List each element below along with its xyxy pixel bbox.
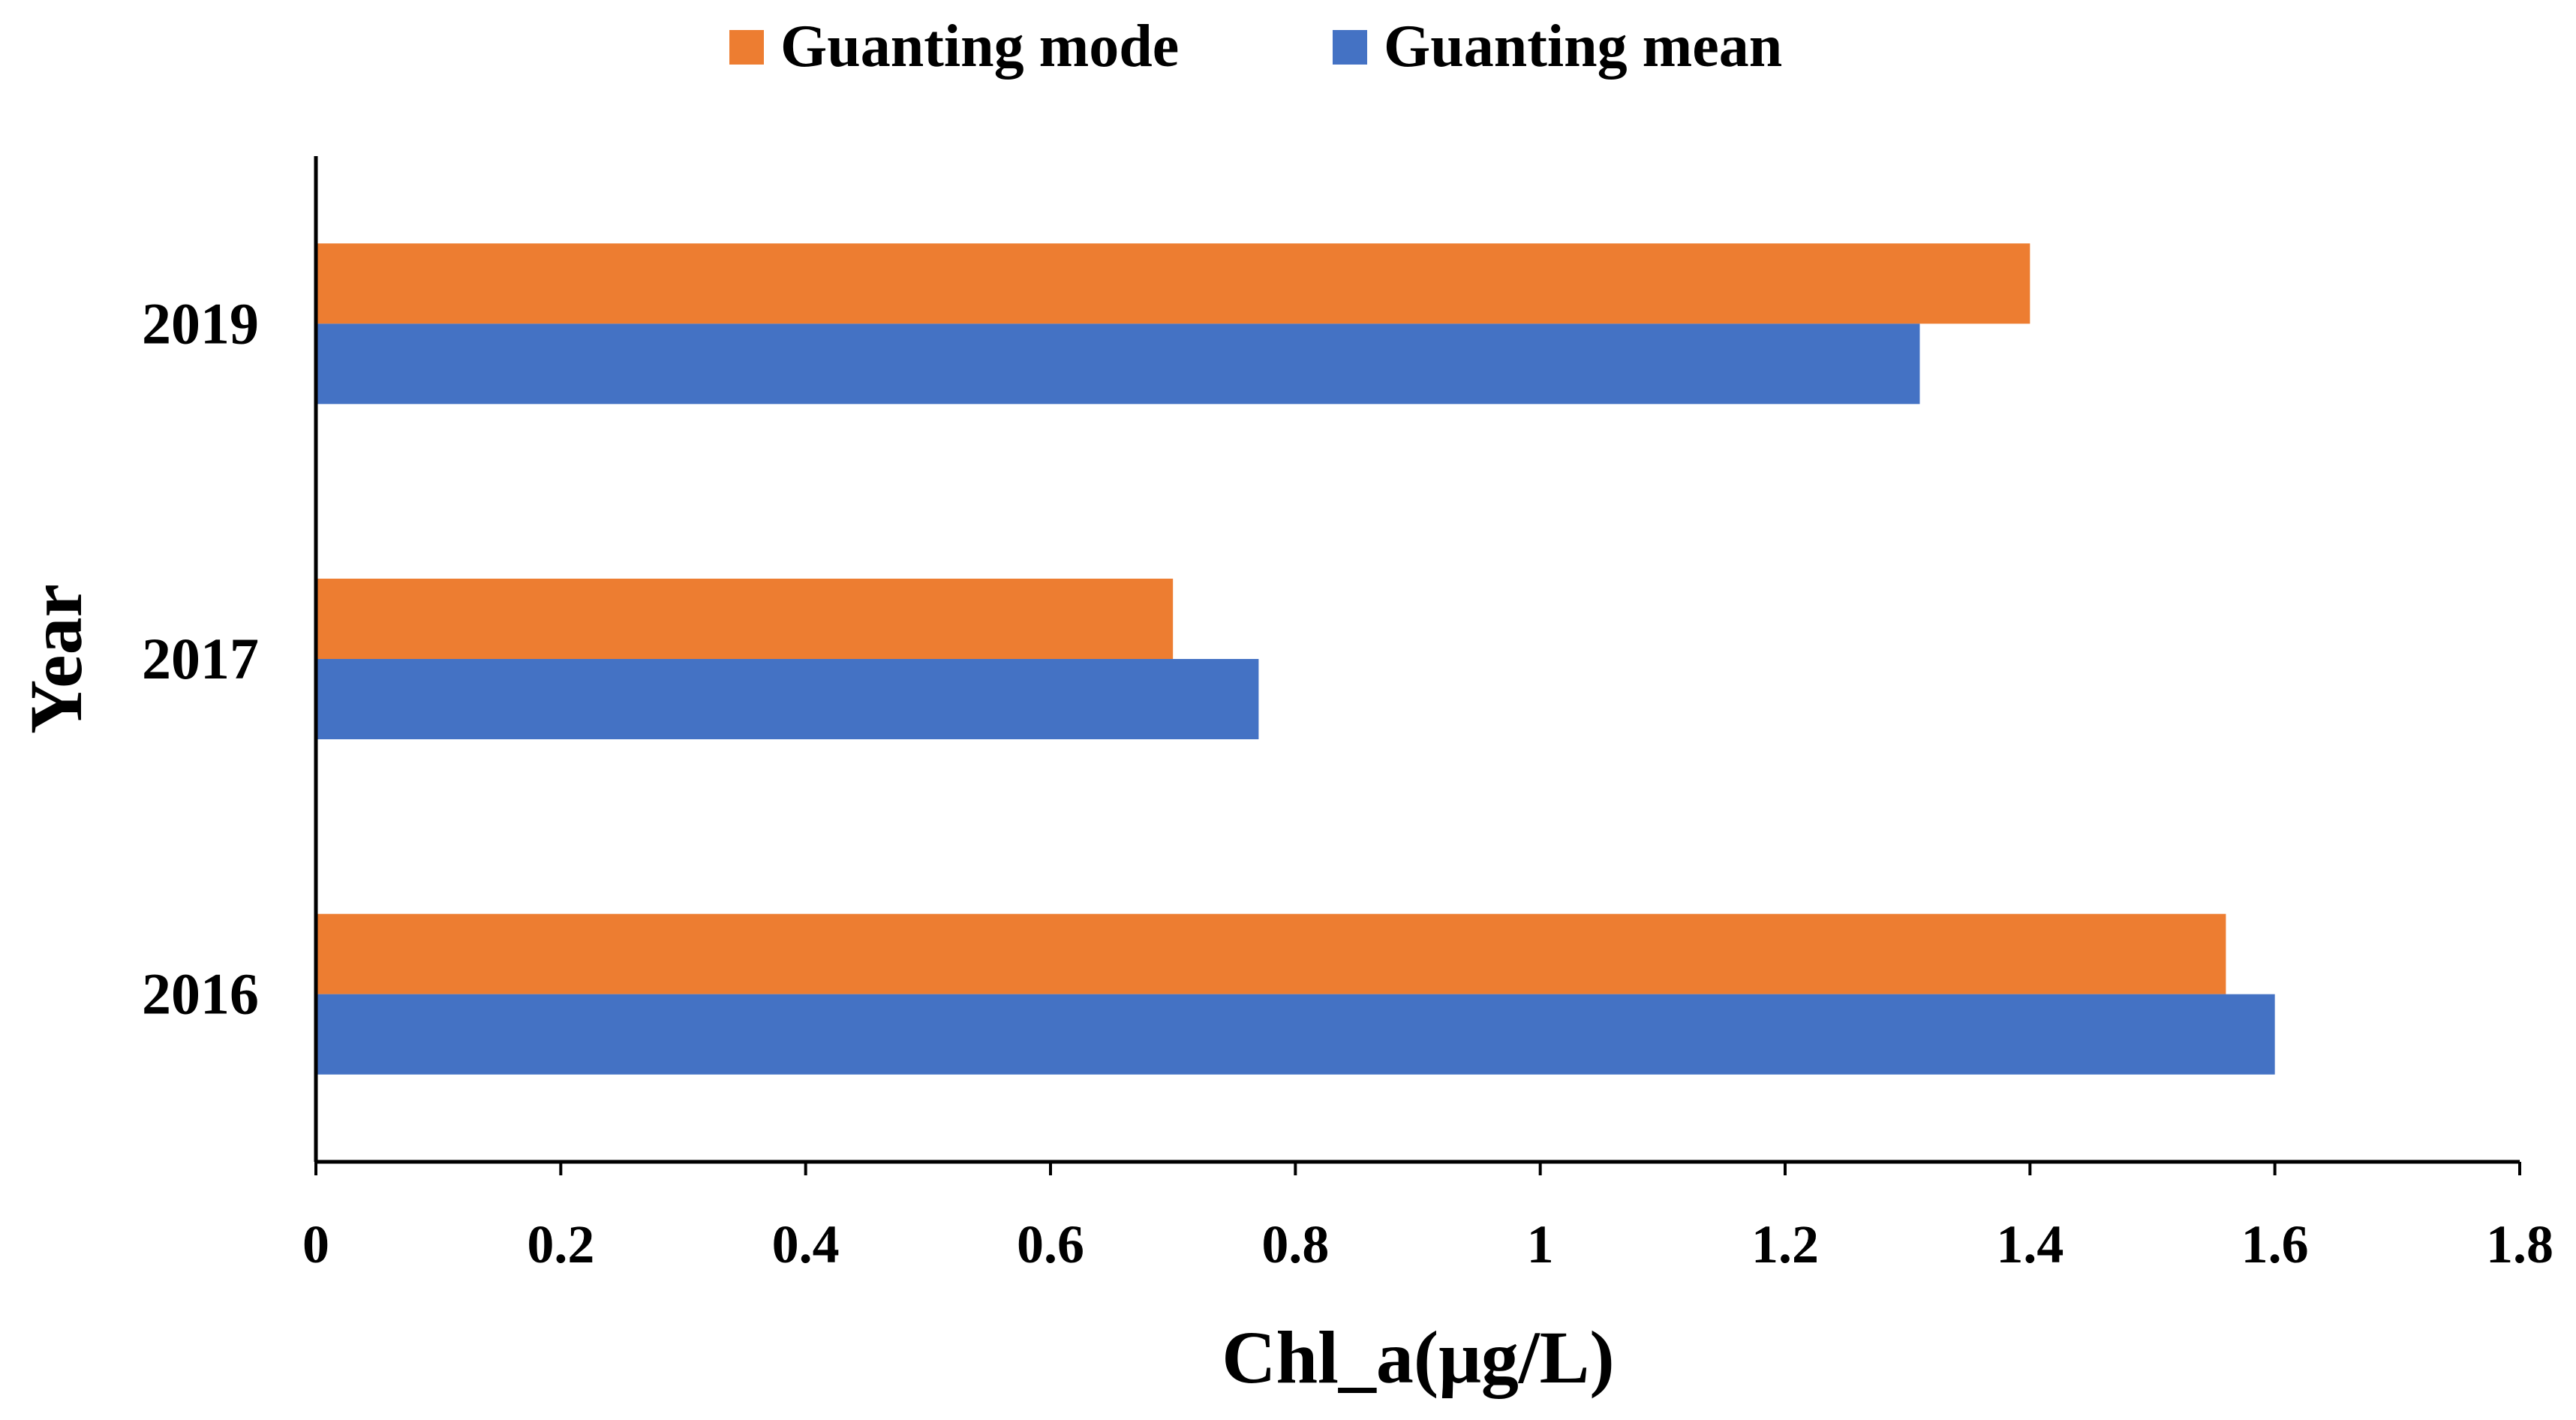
x-tick-label: 0.2 [527,1214,594,1274]
bar-mode-2019 [317,243,2030,324]
x-tick-label: 1 [1527,1214,1554,1274]
bar-mode-2016 [317,913,2226,994]
legend-item-mode: Guanting mode [729,14,1179,80]
legend-swatch-mode [729,30,764,65]
legend: Guanting mode Guanting mean [729,14,1782,80]
legend-item-mean: Guanting mean [1333,14,1782,80]
legend-label-mode: Guanting mode [780,14,1179,80]
x-axis-ticks: 0 0.2 0.4 0.6 0.8 1 1.2 1.4 1.6 1.8 [302,1162,2553,1274]
legend-label-mean: Guanting mean [1384,14,1782,80]
x-tick-label: 1.2 [1751,1214,1819,1274]
x-tick-label: 0.6 [1017,1214,1084,1274]
y-category-label-2019: 2019 [142,290,259,356]
x-tick-label: 1.6 [2241,1214,2309,1274]
bars-group [317,243,2275,1075]
bar-mode-2017 [317,579,1174,659]
bar-mean-2019 [317,323,1920,405]
y-axis-title: Year [14,584,98,734]
x-tick-label: 1.8 [2486,1214,2553,1274]
x-tick-label: 1.4 [1996,1214,2064,1274]
bar-mean-2016 [317,994,2275,1075]
x-axis-title: Chl_a(μg/L) [1222,1316,1614,1399]
y-category-label-2016: 2016 [142,961,259,1027]
bar-mean-2017 [317,659,1259,739]
legend-swatch-mean [1333,30,1367,65]
y-category-label-2017: 2017 [142,626,259,691]
x-tick-label: 0.8 [1261,1214,1329,1274]
x-tick-label: 0 [302,1214,329,1274]
y-axis-categories: 2016 2017 2019 [142,290,259,1026]
x-tick-label: 0.4 [772,1214,840,1274]
